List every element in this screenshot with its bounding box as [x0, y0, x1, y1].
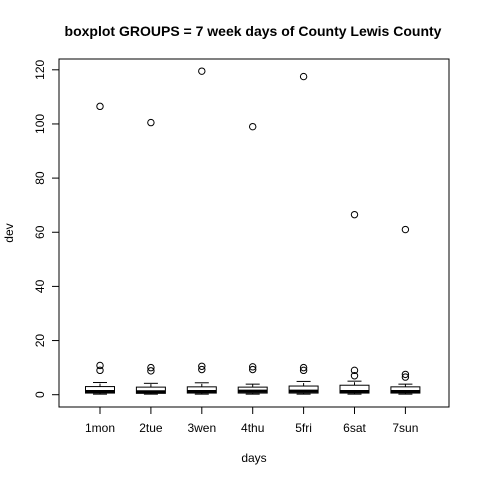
outlier-point — [299, 366, 308, 375]
outlier-point — [147, 363, 155, 372]
x-tick-label: 2tue — [139, 421, 163, 435]
x-axis-label: days — [241, 451, 266, 465]
outlier-point — [350, 372, 359, 380]
outlier-point — [198, 365, 206, 374]
x-tick-label: 1mon — [85, 421, 115, 435]
box-1mon — [85, 102, 115, 395]
y-axis: 0 20 40 60 80 100 120 — [33, 59, 60, 398]
y-axis-label: dev — [2, 223, 16, 242]
iqr-box — [339, 384, 370, 394]
outlier-point — [350, 366, 359, 375]
box-5fri — [288, 72, 319, 395]
y-tick-label: 40 — [33, 279, 47, 293]
box-7sun — [390, 225, 421, 395]
outlier-point — [96, 366, 104, 375]
outlier-point — [198, 67, 206, 75]
outlier-point — [198, 362, 206, 370]
box-3wen — [186, 67, 217, 395]
y-tick-label: 20 — [33, 334, 47, 348]
outlier-point — [249, 363, 257, 371]
x-tick-label: 5fri — [295, 421, 312, 435]
outlier-point — [401, 225, 410, 234]
iqr-box — [288, 385, 319, 394]
box-6sat — [339, 210, 370, 395]
outlier-point — [249, 122, 257, 131]
y-tick-label: 120 — [33, 59, 47, 79]
iqr-box — [85, 386, 115, 394]
box-4thu — [237, 122, 268, 395]
outlier-point — [401, 370, 410, 379]
outlier-point — [299, 363, 308, 372]
x-tick-label: 4thu — [241, 421, 264, 435]
outlier-point — [249, 365, 257, 374]
outlier-point — [96, 102, 104, 111]
box-2tue — [135, 118, 166, 395]
outlier-point — [147, 367, 155, 375]
outlier-point — [401, 373, 410, 381]
x-tick-label: 7sun — [392, 421, 418, 435]
box-series — [85, 67, 421, 395]
x-tick-label: 3wen — [187, 421, 216, 435]
outlier-point — [350, 210, 359, 219]
y-tick-label: 60 — [33, 225, 47, 239]
y-tick-label: 80 — [33, 171, 47, 185]
y-tick-label: 0 — [33, 391, 47, 398]
outlier-point — [299, 72, 308, 81]
y-tick-label: 100 — [33, 114, 47, 134]
x-axis: 1mon 2tue 3wen 4thu 5fri 6sat 7sun — [85, 406, 418, 435]
outlier-point — [96, 361, 104, 370]
chart-title: boxplot GROUPS = 7 week days of County L… — [65, 23, 442, 39]
x-tick-label: 6sat — [343, 421, 366, 435]
outlier-point — [147, 118, 155, 127]
